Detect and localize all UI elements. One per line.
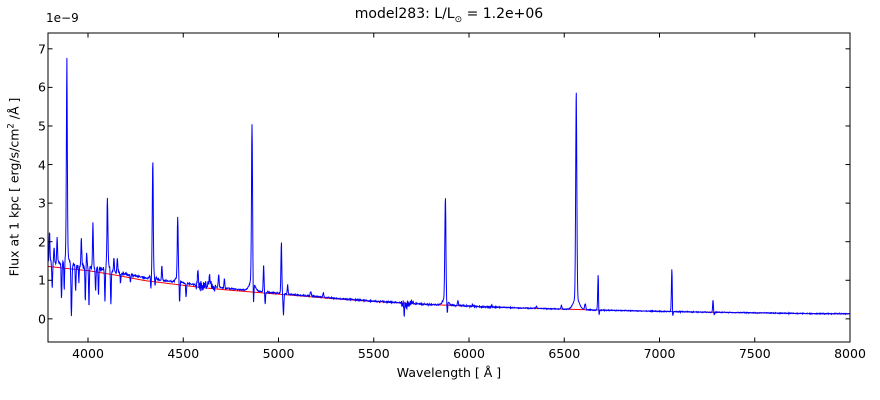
chart-title-prefix: model283: L/L [354,6,455,22]
x-tick-label: 6500 [548,346,581,361]
x-tick-label: 6000 [453,346,485,361]
x-tick-label: 4500 [167,346,200,361]
y-tick-label: 7 [38,41,46,57]
sun-symbol: ⊙ [454,14,463,25]
continuum-line [48,265,850,315]
tick-marks [48,33,851,342]
x-tick-label: 7000 [643,346,676,361]
x-tick-label: 7500 [738,346,771,361]
x-tick-label: 5000 [262,346,295,361]
y-tick-label: 0 [38,311,46,327]
x-tick-label: 5500 [357,346,390,361]
y-tick-label: 1 [38,272,46,288]
x-axis-label: Wavelength [ Å ] [396,365,502,380]
y-tick-label: 6 [38,79,46,95]
chart-title: model283: L/L⊙ = 1.2e+06 [355,6,543,25]
axis-frame [47,32,851,343]
y-tick-label: 5 [38,118,46,134]
chart-title-suffix: = 1.2e+06 [462,6,544,22]
y-tick-label: 3 [38,195,46,211]
x-tick-label: 4000 [72,346,104,361]
x-tick-label: 8000 [834,346,866,361]
y-axis-offset-label: 1e−9 [46,11,79,25]
y-tick-label: 4 [38,157,46,173]
spectrum-line [48,57,850,317]
y-tick-label: 2 [38,234,46,250]
